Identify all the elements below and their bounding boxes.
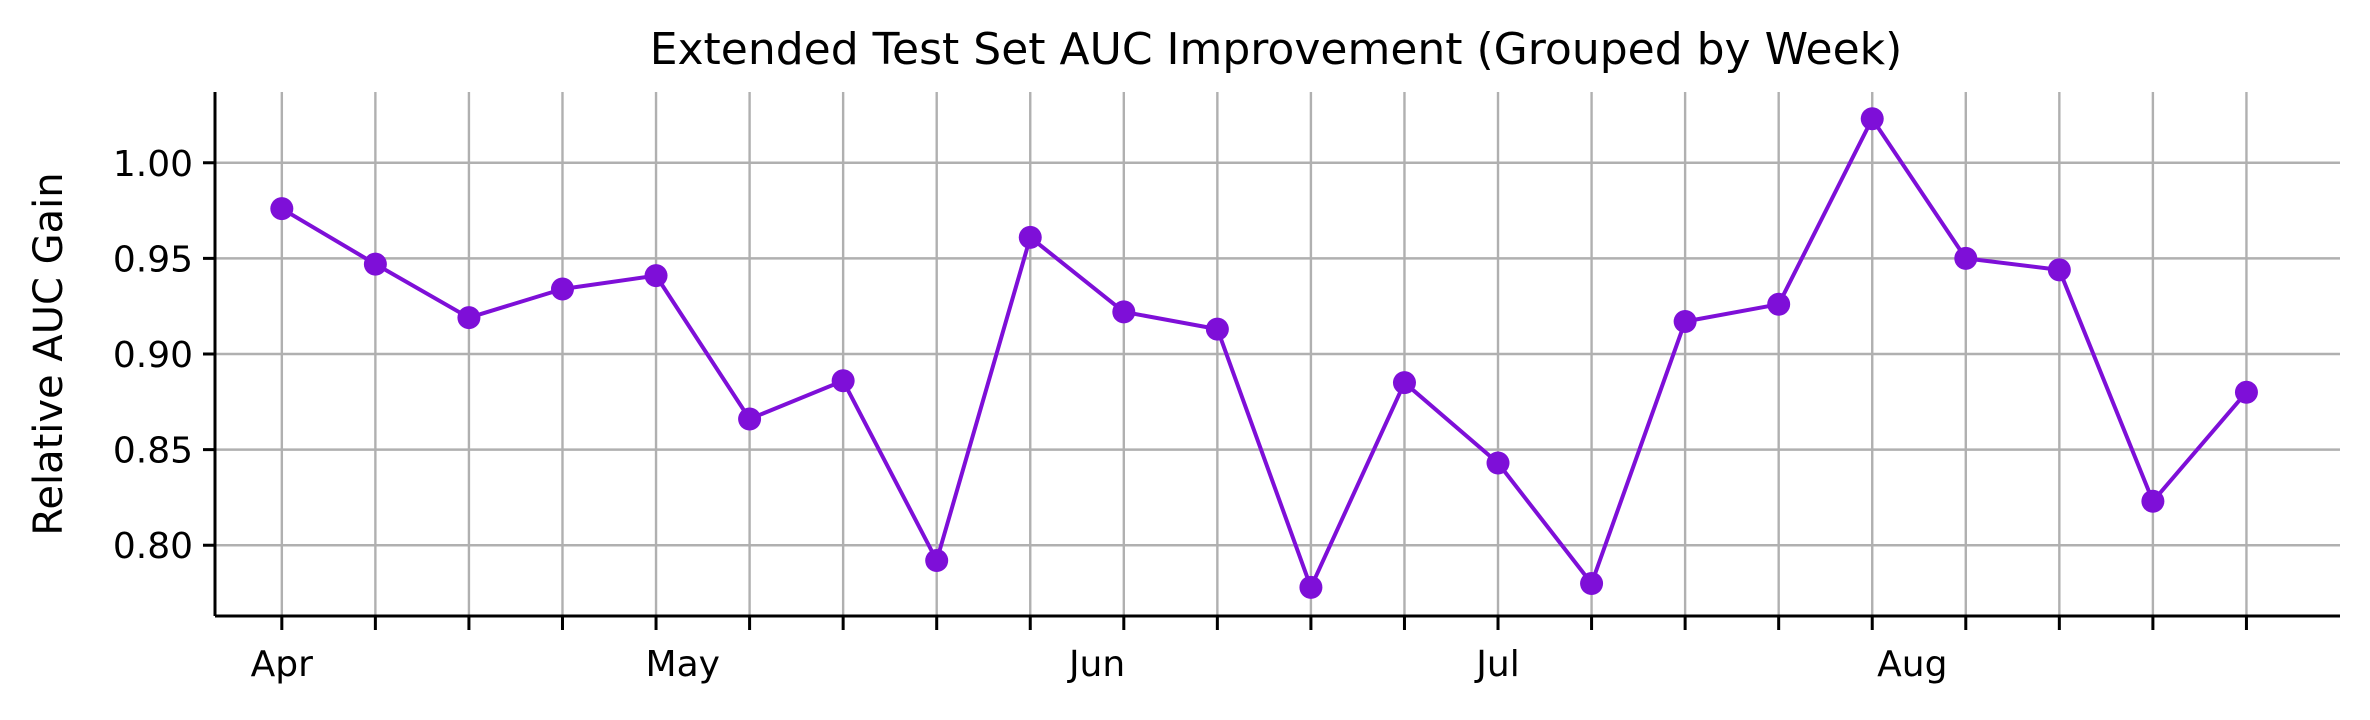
data-point <box>2234 380 2258 404</box>
x-tick-label: Apr <box>251 644 313 685</box>
data-point <box>1486 451 1510 475</box>
data-point <box>925 549 949 573</box>
data-point <box>831 369 855 393</box>
y-tick-label: 0.85 <box>113 431 193 472</box>
data-point <box>1954 246 1978 270</box>
data-point <box>1299 575 1323 599</box>
data-point <box>1580 571 1604 595</box>
chart-title: Extended Test Set AUC Improvement (Group… <box>650 24 1903 75</box>
x-tick-label: Jul <box>1474 644 1519 685</box>
y-tick-label: 0.90 <box>113 335 193 376</box>
data-point <box>1112 300 1136 324</box>
y-tick-label: 1.00 <box>113 144 193 185</box>
y-axis-label: Relative AUC Gain <box>26 172 72 535</box>
data-point <box>1767 292 1791 316</box>
data-point <box>644 264 668 288</box>
x-tick-label: Aug <box>1877 644 1947 685</box>
data-point <box>457 306 481 330</box>
data-point <box>1392 371 1416 395</box>
data-point <box>1860 107 1884 131</box>
data-point <box>363 252 387 276</box>
series-line <box>280 116 2248 590</box>
gridlines <box>215 92 2340 616</box>
data-point <box>1673 309 1697 333</box>
data-point <box>2141 489 2165 513</box>
data-point <box>1205 317 1229 341</box>
data-point <box>550 277 574 301</box>
x-tick-label: May <box>646 644 720 685</box>
ticks: 0.80 0.85 0.90 0.95 1.00 Apr May Jun Jul Aug <box>113 144 2248 685</box>
y-tick-label: 0.95 <box>113 239 193 280</box>
data-point <box>270 197 294 221</box>
x-tick-label: Jun <box>1067 644 1125 685</box>
series <box>270 107 2258 599</box>
data-point <box>1018 225 1042 249</box>
data-point <box>738 407 762 431</box>
y-tick-label: 0.80 <box>113 526 193 567</box>
data-point <box>2047 258 2071 282</box>
